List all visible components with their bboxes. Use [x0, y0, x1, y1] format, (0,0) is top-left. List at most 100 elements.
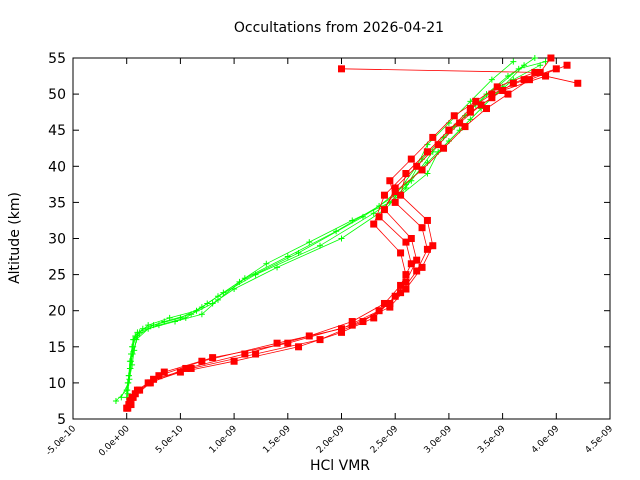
data-point — [127, 401, 135, 409]
data-point — [397, 281, 405, 289]
data-point — [418, 224, 426, 232]
data-point — [284, 339, 292, 347]
data-point — [348, 318, 356, 326]
data-point — [370, 220, 378, 228]
y-tick-label: 35 — [48, 195, 66, 211]
y-tick-label: 45 — [48, 123, 66, 139]
data-point — [305, 332, 313, 340]
data-point — [274, 264, 281, 271]
data-point — [402, 285, 410, 293]
data-point — [515, 65, 522, 72]
data-point — [209, 300, 216, 307]
data-point — [445, 126, 453, 134]
data-point — [413, 256, 421, 264]
y-tick-label: 25 — [48, 268, 66, 284]
data-point — [124, 387, 131, 394]
data-point — [423, 216, 431, 224]
data-point — [391, 188, 399, 196]
data-point — [359, 318, 367, 326]
data-point — [284, 253, 291, 260]
data-point — [386, 177, 394, 185]
data-point — [386, 299, 394, 307]
x-tick-label: 4.0e-09 — [530, 424, 562, 456]
data-point — [423, 245, 431, 253]
data-point — [338, 325, 345, 333]
series-2 — [123, 54, 582, 412]
data-point — [129, 393, 137, 401]
data-point — [112, 397, 119, 404]
data-point — [316, 336, 324, 344]
series-1 — [112, 55, 549, 404]
data-point — [146, 379, 154, 387]
y-tick-label: 40 — [48, 159, 66, 175]
data-point — [386, 303, 394, 311]
series-2-profile-line — [130, 57, 552, 405]
data-point — [333, 228, 340, 235]
data-point — [295, 343, 303, 351]
data-point — [375, 213, 383, 221]
x-tick-label: -5.0e-10 — [44, 424, 78, 458]
data-point — [552, 65, 560, 73]
data-point — [273, 339, 281, 347]
data-point — [429, 133, 437, 141]
data-point — [397, 289, 405, 297]
data-point — [123, 404, 131, 412]
data-point — [139, 325, 146, 332]
data-point — [209, 354, 217, 362]
y-axis-label: Altitude (km) — [7, 192, 23, 284]
data-point — [375, 307, 383, 315]
data-point — [124, 390, 131, 397]
data-point — [145, 325, 152, 332]
data-point — [461, 123, 469, 131]
data-point — [413, 162, 421, 170]
data-point — [423, 148, 431, 156]
y-tick-label: 20 — [48, 304, 66, 320]
data-point — [520, 76, 528, 84]
data-point — [402, 170, 410, 178]
data-point — [370, 314, 378, 322]
data-point — [440, 144, 448, 152]
data-point — [504, 90, 512, 98]
data-point — [488, 76, 495, 83]
data-point — [252, 350, 260, 358]
data-point — [126, 397, 134, 405]
data-point — [574, 79, 582, 87]
y-tick-label: 10 — [48, 376, 66, 392]
data-point — [338, 65, 345, 73]
data-point — [380, 206, 388, 214]
data-point — [220, 289, 227, 296]
x-tick-label: 3.5e-09 — [476, 424, 508, 456]
data-point — [198, 304, 205, 311]
chart-title: Occultations from 2026-04-21 — [234, 20, 444, 36]
data-point — [429, 242, 437, 250]
data-point — [407, 155, 415, 163]
data-point — [488, 90, 496, 98]
data-point — [525, 76, 533, 84]
data-point — [466, 108, 474, 116]
data-point — [160, 368, 168, 376]
data-point — [348, 321, 356, 329]
y-tick-label: 55 — [48, 51, 66, 67]
data-point — [531, 68, 539, 76]
y-tick-label: 30 — [48, 232, 66, 248]
series-2-profile-line — [128, 75, 578, 405]
data-point — [537, 62, 544, 69]
data-point — [133, 336, 140, 343]
x-tick-label: 1.5e-09 — [261, 424, 293, 456]
data-point — [542, 58, 549, 65]
data-point — [338, 328, 345, 336]
data-point — [129, 361, 136, 368]
data-point — [466, 105, 474, 113]
data-point — [407, 235, 415, 242]
x-tick-label: 1.0e-09 — [208, 424, 240, 456]
data-point — [510, 58, 517, 65]
data-point — [391, 198, 399, 206]
data-point — [391, 184, 399, 192]
data-point — [306, 239, 313, 246]
x-tick-label: 2.5e-09 — [369, 424, 401, 456]
data-point — [547, 54, 555, 62]
data-point — [338, 235, 345, 242]
data-point — [241, 275, 248, 282]
data-point — [467, 116, 474, 123]
